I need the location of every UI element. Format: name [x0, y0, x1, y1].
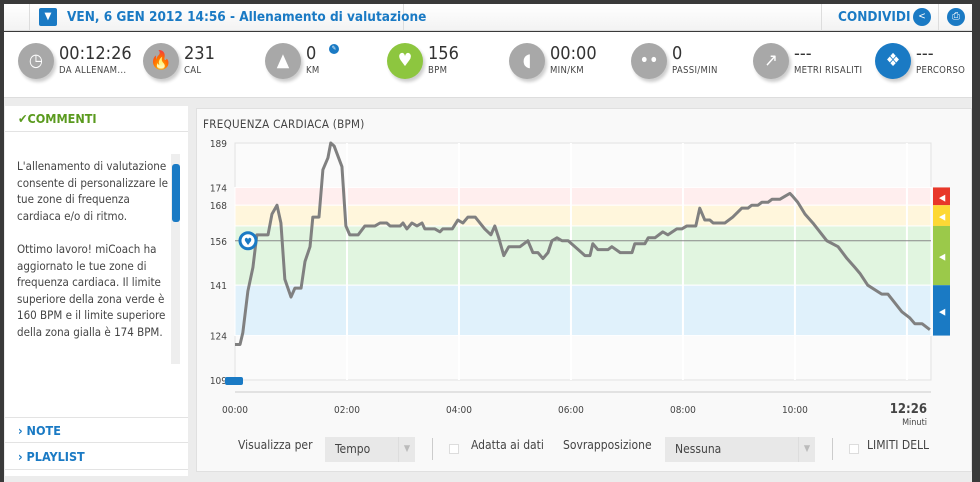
route-icon: ❖ — [875, 43, 911, 79]
sidebar: ✔COMMENTI L'allenamento di valutazione c… — [5, 106, 188, 476]
range-slider-handle[interactable] — [225, 377, 243, 385]
y-tick-label: 141 — [210, 281, 227, 292]
chevron-right-icon: › — [18, 449, 27, 464]
limits-label: LIMITI DELL — [867, 438, 930, 452]
y-tick-label: 124 — [210, 332, 227, 343]
zone-tab[interactable] — [933, 225, 950, 286]
stat-label: MIN/KM — [550, 65, 584, 76]
stat-label: BPM — [428, 65, 448, 76]
hr-zone-band — [234, 204, 932, 227]
view-by-value: Tempo — [335, 442, 371, 456]
chevron-down-icon: ✔ — [18, 111, 28, 126]
stat-label: DA ALLENAM... — [59, 65, 127, 76]
footsteps-icon: •• — [631, 43, 667, 79]
zone-tab[interactable] — [933, 205, 950, 226]
comments-label: COMMENTI — [27, 111, 97, 126]
workout-title-box: ▼ VEN, 6 GEN 2012 14:56 - Allenamento di… — [29, 4, 426, 31]
heart-rate-line — [235, 141, 931, 346]
notes-label: NOTE — [26, 423, 61, 438]
stat-value: --- — [916, 43, 934, 64]
zone-tab[interactable] — [933, 285, 950, 336]
comments-section-toggle[interactable]: ✔COMMENTI — [5, 106, 188, 132]
road-icon: ▲ — [265, 43, 301, 79]
stat-value: 0 — [306, 43, 317, 64]
playlist-section-toggle[interactable]: › PLAYLIST — [5, 444, 188, 470]
overlay-select[interactable]: Nessuna ▼ — [665, 437, 815, 462]
top-bar: ▼ VEN, 6 GEN 2012 14:56 - Allenamento di… — [4, 4, 972, 31]
chevron-down-icon[interactable]: ▼ — [39, 8, 57, 26]
print-icon[interactable]: ⎙ — [947, 8, 965, 26]
comment-paragraph: Ottimo lavoro! miCoach ha aggiornato le … — [17, 241, 166, 339]
stat-value: 156 — [428, 43, 459, 64]
playlist-label: PLAYLIST — [26, 449, 85, 464]
heart-icon: ♥ — [244, 237, 252, 248]
caret-left-icon: ◀ — [939, 193, 946, 203]
comment-paragraph: L'allenamento di valutazione consente di… — [17, 159, 168, 223]
caret-left-icon: ◀ — [939, 307, 946, 317]
heart-marker — [238, 231, 258, 251]
chart-title: FREQUENZA CARDIACA (BPM) — [203, 117, 365, 131]
divider — [432, 438, 433, 460]
chevron-down-icon: ▼ — [398, 437, 415, 462]
overlay-label: Sovrapposizione — [563, 438, 652, 452]
stat-label: METRI RISALITI — [794, 65, 863, 76]
chevron-down-icon: ▼ — [798, 437, 815, 462]
chevron-right-icon: › — [18, 423, 27, 438]
view-by-select[interactable]: Tempo ▼ — [325, 437, 415, 462]
edit-icon[interactable]: ✎ — [329, 44, 339, 54]
x-tick-label: 04:00 — [446, 405, 472, 416]
workout-title[interactable]: VEN, 6 GEN 2012 14:56 - Allenamento di v… — [67, 9, 427, 25]
stat-value: 00:00 — [550, 43, 597, 64]
stat-value: 00:12:26 — [59, 43, 132, 64]
stat-value: 0 — [672, 43, 683, 64]
x-end-label: 12:26 — [890, 402, 927, 417]
flame-icon: 🔥 — [143, 43, 179, 79]
overlay-value: Nessuna — [675, 442, 722, 456]
x-tick-label: 02:00 — [334, 405, 360, 416]
stat-label: PASSI/MIN — [672, 65, 718, 76]
y-tick-label: 189 — [210, 139, 227, 150]
view-by-label: Visualizza per — [238, 438, 313, 452]
heart-icon: ♥ — [387, 43, 423, 79]
scrollbar[interactable] — [171, 154, 180, 364]
share-button[interactable]: CONDIVIDI < — [821, 4, 939, 31]
y-tick-label: 168 — [210, 201, 227, 212]
stat-label: CAL — [184, 65, 202, 76]
zone-tab[interactable] — [933, 187, 950, 206]
limits-checkbox[interactable] — [849, 444, 859, 454]
share-label: CONDIVIDI — [838, 9, 911, 25]
scrollbar-thumb[interactable] — [172, 164, 180, 222]
notes-section-toggle[interactable]: › NOTE — [5, 417, 188, 443]
divider — [832, 438, 833, 460]
y-tick-label: 174 — [210, 183, 227, 194]
caret-left-icon: ◀ — [939, 253, 946, 263]
fit-data-label: Adatta ai dati — [471, 438, 544, 452]
fit-data-checkbox[interactable] — [449, 444, 459, 454]
x-axis-label: Minuti — [902, 418, 927, 428]
arrow-up-right-icon: ↗ — [753, 43, 789, 79]
hr-zone-band — [234, 186, 932, 206]
x-tick-label: 06:00 — [558, 405, 584, 416]
stat-value: --- — [794, 43, 812, 64]
speedometer-icon: ◖ — [509, 43, 545, 79]
stat-label: PERCORSO — [916, 65, 966, 76]
comments-text: L'allenamento di valutazione consente di… — [17, 158, 169, 416]
x-tick-label: 08:00 — [670, 405, 696, 416]
share-icon: < — [913, 8, 931, 26]
hr-zone-band — [234, 284, 932, 337]
x-tick-label: 10:00 — [782, 405, 808, 416]
stats-bar: ◷ 00:12:26 DA ALLENAM... 🔥 231 CAL ▲ 0 KM ✎ ♥ 15… — [4, 32, 972, 98]
stat-value: 231 — [184, 43, 215, 64]
y-tick-label: 109 — [210, 376, 227, 387]
stat-label: KM — [306, 65, 320, 76]
caret-left-icon: ◀ — [939, 213, 946, 223]
stopwatch-icon: ◷ — [18, 43, 54, 79]
y-tick-label: 156 — [210, 237, 227, 248]
x-tick-label: 00:00 — [222, 405, 248, 416]
